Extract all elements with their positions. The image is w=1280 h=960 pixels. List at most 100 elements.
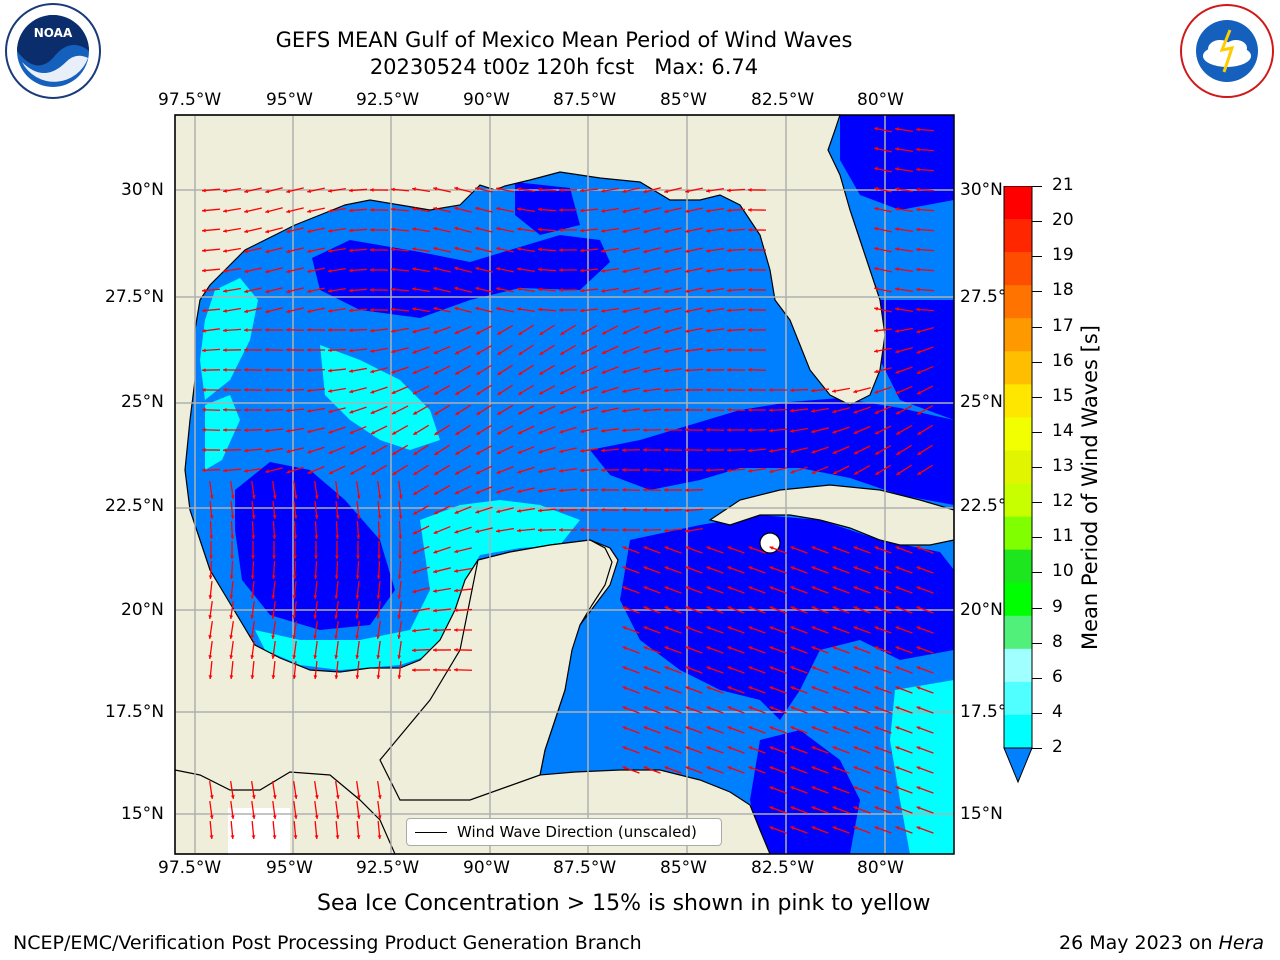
wave-arrowhead (664, 528, 668, 533)
wave-arrowhead (874, 166, 879, 171)
wave-arrowhead (664, 368, 668, 373)
wave-arrowhead (376, 635, 381, 639)
wave-arrowhead (517, 227, 521, 232)
colorbar-tick-mark (1032, 326, 1042, 328)
wave-arrowhead (229, 595, 234, 599)
colorbar-tick-mark (1032, 186, 1042, 187)
wave-arrowhead (538, 227, 542, 232)
wave-arrowhead (265, 209, 270, 214)
wave-arrowhead (230, 555, 234, 559)
lat-label-left: 22.5°N (105, 496, 165, 516)
wave-arrowhead (209, 555, 213, 559)
wave-arrowhead (643, 766, 648, 770)
wave-arrowhead (748, 746, 753, 750)
wave-arrowhead (916, 626, 921, 630)
wave-arrowhead (832, 389, 836, 393)
wave-arrowhead (251, 555, 255, 559)
wave-arrowhead (476, 351, 481, 355)
wave-arrowhead (223, 368, 227, 372)
wave-arrowhead (601, 289, 605, 293)
wave-arrowhead (244, 387, 248, 392)
wave-arrowhead (223, 229, 227, 233)
wave-arrowhead (538, 307, 542, 312)
wave-arrowhead (229, 615, 234, 619)
wave-arrowhead (916, 207, 920, 212)
wave-arrowhead (664, 329, 669, 334)
wave-arrowhead (376, 615, 381, 619)
wave-arrowhead (517, 247, 521, 252)
wave-arrowhead (497, 351, 502, 355)
wave-arrowhead (377, 515, 382, 519)
wave-arrowhead (349, 389, 354, 394)
wave-arrowhead (293, 815, 298, 819)
wave-arrowhead (601, 350, 606, 355)
wave-arrowhead (376, 655, 381, 659)
wave-arrowhead (769, 626, 774, 630)
wave-arrowhead (664, 666, 669, 670)
wave-arrowhead (875, 471, 880, 475)
wave-arrowhead (916, 329, 921, 334)
wave-arrowhead (356, 535, 361, 539)
wave-arrowhead (643, 566, 648, 570)
wave-arrowhead (286, 429, 290, 433)
wave-arrowhead (832, 566, 837, 570)
wave-arrowhead (434, 431, 439, 435)
land-yucatan (379, 539, 613, 801)
wave-arrowhead (559, 528, 563, 532)
wave-arrowhead (454, 226, 459, 231)
wave-arrowhead (559, 390, 564, 395)
wave-arrowhead (685, 528, 689, 533)
wave-arrowhead (874, 146, 879, 151)
lon-label-bottom: 90°W (463, 858, 510, 878)
wave-arrowhead (497, 411, 502, 415)
lon-label-bottom: 97.5°W (158, 858, 222, 878)
wave-arrowhead (307, 289, 312, 294)
wave-arrowhead (377, 815, 382, 819)
wave-arrowhead (265, 229, 270, 234)
wave-arrowhead (356, 495, 361, 499)
colorbar-tick-mark (1032, 221, 1042, 223)
wave-arrowhead (334, 655, 339, 659)
wave-arrowhead (727, 268, 731, 273)
lon-label-bottom: 87.5°W (553, 858, 617, 878)
wave-arrowhead (454, 549, 459, 554)
wave-arrowhead (748, 586, 753, 590)
wave-arrowhead (497, 371, 502, 375)
wave-arrowhead (454, 510, 459, 514)
wave-arrowhead (601, 448, 605, 453)
wave-arrowhead (475, 286, 480, 291)
wave-arrowhead (328, 389, 332, 393)
wave-arrowhead (412, 207, 416, 211)
wave-arrowhead (832, 746, 837, 750)
wave-arrowhead (895, 826, 900, 830)
wave-arrowhead (292, 655, 297, 659)
colorbar-tick-label: 8 (1052, 631, 1063, 652)
wave-arrowhead (832, 806, 837, 810)
wave-arrowhead (622, 229, 627, 234)
wave-arrowhead (412, 668, 416, 672)
wave-arrowhead (286, 309, 291, 314)
wave-arrowhead (286, 449, 291, 454)
wave-arrowhead (706, 308, 710, 313)
wave-arrowhead (559, 429, 564, 434)
wave-arrowhead (706, 188, 710, 193)
wave-arrowhead (916, 606, 921, 610)
wave-arrowhead (748, 666, 753, 670)
wave-arrowhead (811, 388, 815, 393)
wave-arrowhead (517, 207, 521, 212)
wave-arrowhead (349, 188, 353, 193)
wave-arrowhead (559, 410, 564, 414)
wave-arrowhead (601, 428, 605, 433)
colorbar-band (1004, 516, 1032, 551)
colorbar-tick-label: 9 (1052, 596, 1063, 617)
wave-arrowhead (622, 646, 627, 650)
wave-arrowhead (286, 209, 291, 214)
wave-arrowhead (559, 508, 563, 513)
wave-arrowhead (244, 367, 248, 372)
wave-arrowhead (643, 408, 647, 413)
wave-arrowhead (727, 706, 732, 710)
wave-arrowhead (874, 389, 879, 394)
wave-arrowhead (874, 766, 879, 770)
lat-label-left: 20°N (121, 600, 164, 620)
wave-arrowhead (832, 586, 837, 590)
